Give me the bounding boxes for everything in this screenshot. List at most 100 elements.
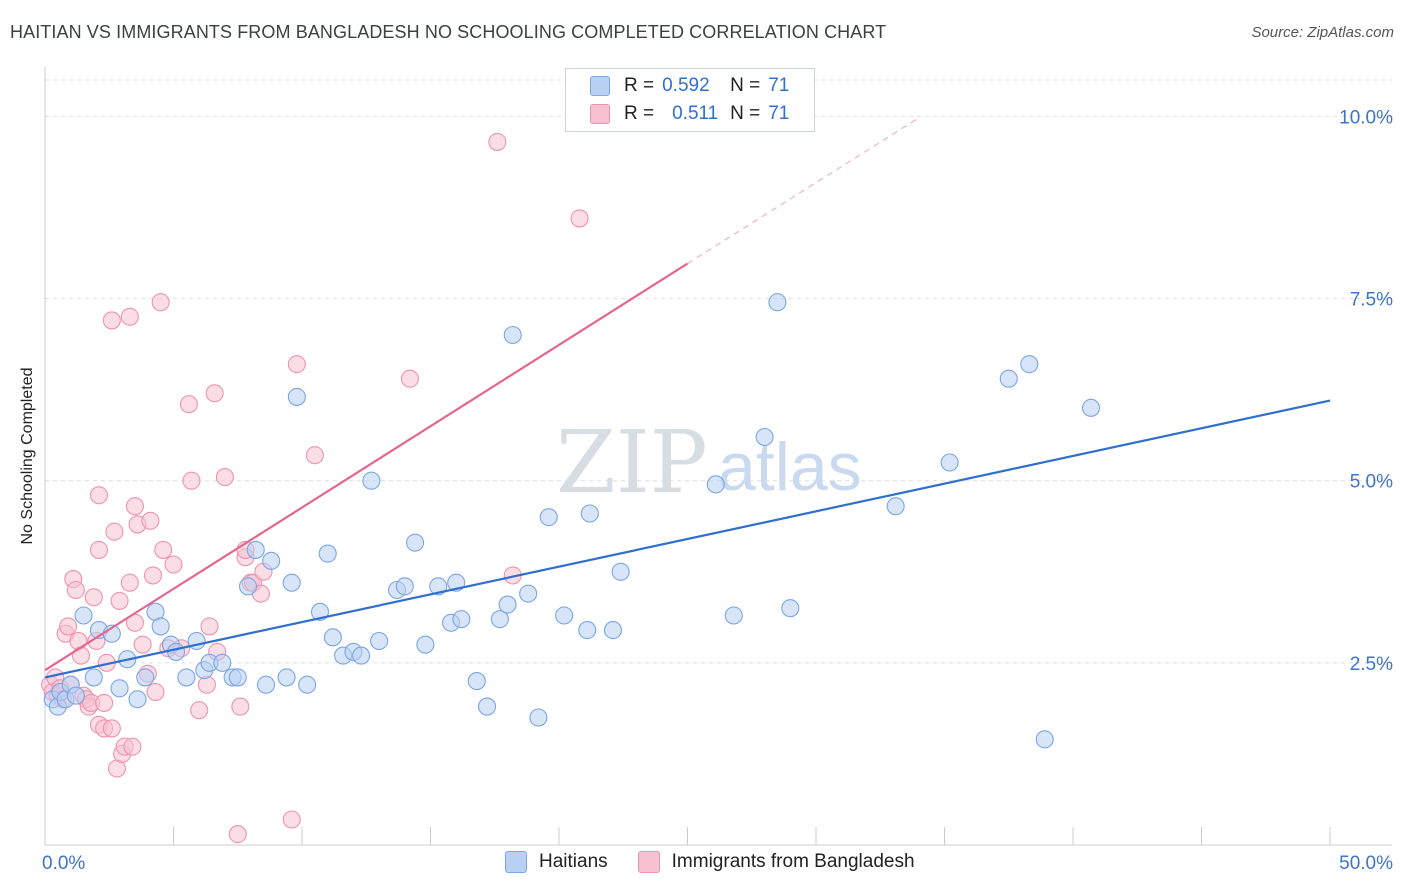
data-point-bangladesh (215, 468, 234, 487)
legend-swatch-pink (637, 851, 660, 873)
axes (44, 67, 1392, 846)
watermark: ZIP atlas (556, 413, 862, 513)
data-point-bangladesh (287, 355, 306, 374)
data-point-bangladesh (95, 693, 114, 712)
data-point-haitians (539, 508, 558, 527)
data-point-bangladesh (400, 369, 419, 388)
data-point-haitians (238, 577, 258, 596)
legend-row-bangladesh: R = 0.511 N = 71 (590, 101, 789, 127)
y-axis-label: No Schooling Completed (19, 367, 36, 545)
data-point-bangladesh (71, 646, 91, 665)
data-point-haitians (277, 668, 296, 687)
data-point-bangladesh (146, 682, 165, 702)
data-point-haitians (768, 293, 787, 312)
trend-lines (44, 117, 1331, 679)
data-point-haitians (213, 653, 232, 672)
trend-line-bangladesh-extension (687, 117, 920, 265)
y-tick-label: 7.5% (1350, 290, 1393, 311)
data-point-haitians (706, 475, 725, 494)
data-point-haitians (429, 577, 448, 596)
data-point-bangladesh (120, 307, 139, 326)
tick-labels: 2.5% 5.0% 7.5% 10.0% 0.0% 50.0% (42, 107, 1393, 874)
data-point-haitians (580, 504, 599, 523)
data-point-haitians (452, 610, 471, 629)
legend-label-bangladesh: Immigrants from Bangladesh (671, 851, 915, 872)
trend-line-bangladesh (44, 262, 689, 672)
data-point-bangladesh (205, 384, 224, 403)
legend-item-bangladesh[interactable]: Immigrants from Bangladesh (637, 851, 915, 873)
watermark-atlas: atlas (718, 429, 862, 505)
legend-r-value: 0.511 (672, 103, 719, 124)
data-point-haitians (886, 497, 905, 516)
data-point-bangladesh (110, 591, 129, 610)
data-point-haitians (503, 325, 522, 345)
legend-swatch-pink (590, 104, 610, 124)
data-point-bangladesh (105, 522, 124, 541)
data-point-haitians (529, 708, 548, 727)
data-point-bangladesh (125, 497, 144, 516)
data-point-bangladesh (179, 395, 198, 414)
data-point-haitians (370, 631, 389, 651)
y-tick-label: 2.5% (1350, 654, 1393, 675)
data-point-bangladesh (228, 825, 247, 844)
data-point-haitians (352, 646, 371, 665)
data-point-haitians (298, 675, 317, 694)
data-point-haitians (781, 599, 800, 618)
data-point-haitians (406, 533, 425, 552)
data-point-haitians (228, 668, 247, 687)
data-point-bangladesh (59, 617, 78, 636)
data-point-haitians (555, 606, 574, 625)
series-haitians-points (43, 293, 1101, 749)
x-tick-label: 50.0% (1339, 853, 1393, 874)
data-point-haitians (282, 573, 301, 592)
legend-swatch-blue (590, 76, 610, 96)
data-point-haitians (603, 621, 623, 640)
data-point-bangladesh (570, 209, 589, 228)
data-point-haitians (490, 610, 509, 629)
legend-n-value: 71 (768, 75, 790, 96)
data-point-bangladesh (200, 617, 219, 636)
data-point-haitians (310, 602, 330, 621)
data-point-haitians (611, 562, 630, 581)
series-bangladesh-points (41, 132, 589, 844)
data-point-haitians (578, 621, 597, 640)
data-point-haitians (136, 668, 155, 687)
data-point-bangladesh (102, 719, 121, 738)
data-point-bangladesh (89, 540, 109, 559)
data-point-haitians (110, 679, 129, 698)
data-point-haitians (128, 690, 147, 709)
legend-n-label: N = (730, 75, 761, 96)
data-point-bangladesh (89, 486, 109, 505)
data-point-bangladesh (120, 573, 139, 592)
legend-n-value: 71 (768, 103, 790, 124)
data-point-haitians (724, 606, 743, 625)
data-point-bangladesh (123, 737, 142, 756)
legend-r-value: 0.592 (662, 75, 710, 96)
legend-r-label: R = (624, 75, 655, 96)
data-point-bangladesh (231, 697, 250, 716)
legend-item-haitians[interactable]: Haitians (505, 851, 608, 873)
data-point-bangladesh (305, 446, 324, 465)
correlation-legend: R = 0.592 N = 71 R = 0.511 N = 71 (565, 68, 815, 132)
data-point-haitians (66, 686, 85, 705)
watermark-zip: ZIP (556, 413, 708, 513)
data-point-bangladesh (190, 701, 209, 720)
y-tick-label: 5.0% (1350, 472, 1393, 493)
data-point-haitians (318, 544, 337, 563)
data-point-bangladesh (154, 540, 173, 559)
data-point-haitians (74, 606, 93, 625)
data-point-bangladesh (151, 293, 170, 312)
chart-title: HAITIAN VS IMMIGRANTS FROM BANGLADESH NO… (10, 22, 887, 42)
data-point-haitians (287, 387, 306, 406)
data-point-haitians (519, 584, 538, 603)
legend-row-haitians: R = 0.592 N = 71 (590, 73, 789, 99)
data-point-haitians (323, 628, 342, 647)
data-point-bangladesh (282, 810, 301, 829)
data-point-haitians (395, 577, 414, 596)
legend-r-label: R = (624, 103, 655, 124)
data-point-bangladesh (84, 588, 103, 607)
legend-swatch-blue (505, 851, 527, 873)
data-point-haitians (167, 642, 186, 661)
data-point-bangladesh (102, 311, 121, 330)
